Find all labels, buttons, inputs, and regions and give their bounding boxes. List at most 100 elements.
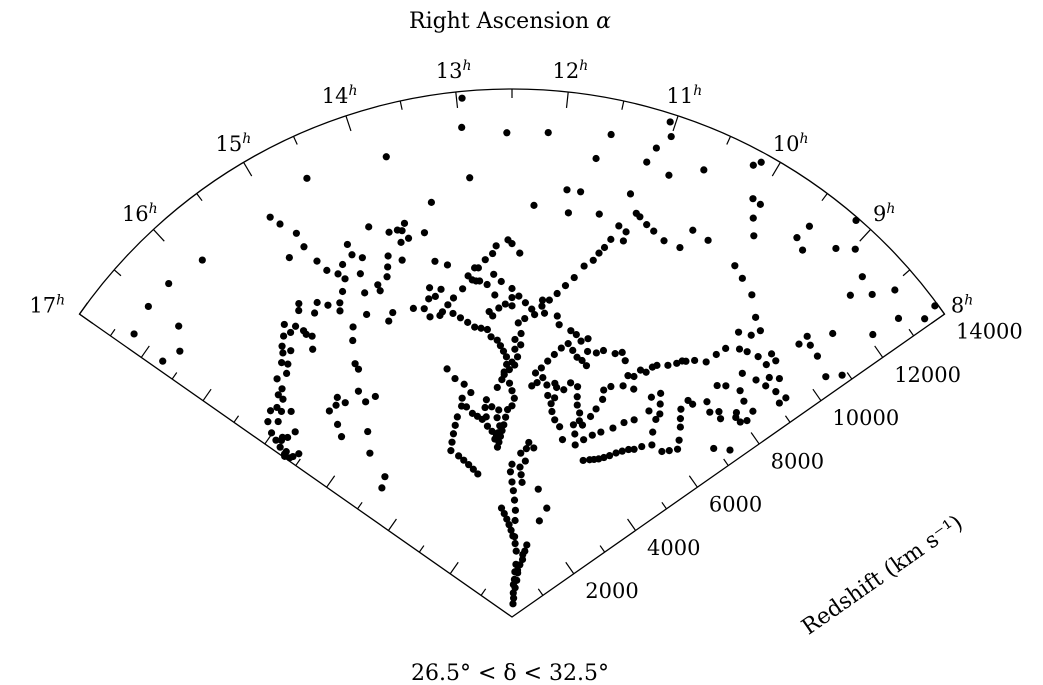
ra-tick-label: 13h (436, 58, 472, 83)
galaxy-point (553, 289, 561, 298)
galaxy-point (339, 260, 347, 269)
galaxy-point (277, 436, 286, 445)
galaxy-point (653, 361, 661, 369)
galaxy-point (612, 449, 620, 457)
galaxy-point (324, 301, 332, 309)
galaxy-point (282, 369, 291, 377)
redshift-tick (627, 518, 637, 531)
galaxy-point (515, 292, 523, 300)
galaxy-point (165, 279, 173, 288)
galaxy-point (551, 394, 559, 402)
galaxy-point (563, 186, 571, 194)
redshift-tick (908, 328, 915, 337)
galaxy-point (511, 361, 519, 369)
galaxy-point (495, 406, 503, 414)
galaxy-point (481, 256, 489, 264)
redshift-tick (202, 388, 212, 402)
galaxy-point (656, 410, 664, 418)
galaxy-point (630, 372, 638, 381)
galaxy-point (521, 457, 529, 465)
galaxy-point (846, 291, 854, 299)
galaxy-point (545, 296, 553, 304)
galaxy-point (354, 365, 363, 373)
galaxy-point (497, 277, 505, 286)
galaxy-point (580, 262, 588, 270)
galaxy-point (496, 432, 505, 440)
redshift-tick (449, 561, 459, 575)
galaxy-point (509, 487, 517, 495)
galaxy-point (652, 144, 660, 152)
galaxy-point (569, 346, 577, 355)
redshift-tick-label: 2000 (585, 579, 638, 603)
galaxy-point (272, 436, 280, 444)
redshift-tick (874, 345, 884, 358)
galaxy-point (657, 389, 665, 397)
galaxy-point (619, 382, 627, 390)
galaxy-point (474, 470, 482, 478)
galaxy-point (609, 424, 617, 432)
galaxy-point (511, 516, 519, 525)
galaxy-point (495, 438, 503, 446)
galaxy-point (518, 478, 526, 486)
galaxy-point (762, 361, 770, 369)
galaxy-point (496, 342, 505, 350)
galaxy-point (738, 274, 746, 282)
redshift-tick (750, 432, 760, 445)
galaxy-point (544, 391, 552, 400)
galaxy-point (658, 447, 666, 456)
galaxy-point (583, 347, 592, 356)
galaxy-point (748, 291, 756, 299)
galaxy-point (459, 285, 467, 293)
galaxy-point (643, 158, 651, 166)
galaxy-point (521, 547, 529, 555)
galaxy-point (508, 284, 516, 293)
redshift-tick-label: 6000 (709, 493, 762, 517)
galaxy-point (702, 358, 710, 366)
galaxy-point (469, 465, 477, 473)
ra-minor-tick (621, 100, 625, 110)
galaxy-point (567, 379, 575, 387)
galaxy-point (488, 403, 496, 411)
galaxy-point (592, 154, 600, 163)
galaxy-point (382, 153, 390, 161)
galaxy-point (611, 350, 619, 358)
galaxy-point (586, 456, 594, 464)
galaxy-point (621, 357, 629, 365)
galaxy-point (765, 373, 773, 382)
galaxy-point (483, 422, 492, 430)
galaxy-point (308, 332, 316, 340)
galaxy-point (505, 521, 513, 529)
galaxy-point (492, 242, 500, 250)
galaxy-point (508, 387, 516, 395)
galaxy-point (710, 444, 718, 453)
galaxy-point (832, 244, 840, 253)
galaxy-point (384, 252, 392, 260)
galaxy-point (607, 130, 615, 139)
galaxy-point (550, 350, 558, 359)
galaxy-point (487, 333, 495, 341)
redshift-tick-label: 8000 (771, 449, 824, 473)
galaxy-point (489, 249, 497, 258)
galaxy-point (691, 356, 699, 365)
redshift-tick-label: 10000 (832, 406, 899, 430)
galaxy-point (673, 445, 682, 453)
galaxy-point (597, 428, 605, 436)
galaxy-point (420, 229, 429, 237)
galaxy-point (351, 360, 359, 368)
galaxy-point (426, 313, 434, 321)
galaxy-point (715, 408, 723, 416)
ra-minor-tick (399, 100, 403, 110)
galaxy-point (509, 532, 517, 540)
galaxy-point (266, 407, 275, 415)
galaxy-point (553, 312, 561, 320)
galaxy-point (607, 235, 615, 243)
galaxy-point (813, 352, 822, 360)
galaxy-point (313, 257, 321, 265)
galaxy-point (537, 364, 545, 372)
ra-minor-tick (113, 269, 122, 277)
galaxy-point (573, 383, 582, 391)
galaxy-point (852, 216, 860, 225)
galaxy-point (497, 504, 506, 512)
galaxy-point (607, 382, 615, 391)
